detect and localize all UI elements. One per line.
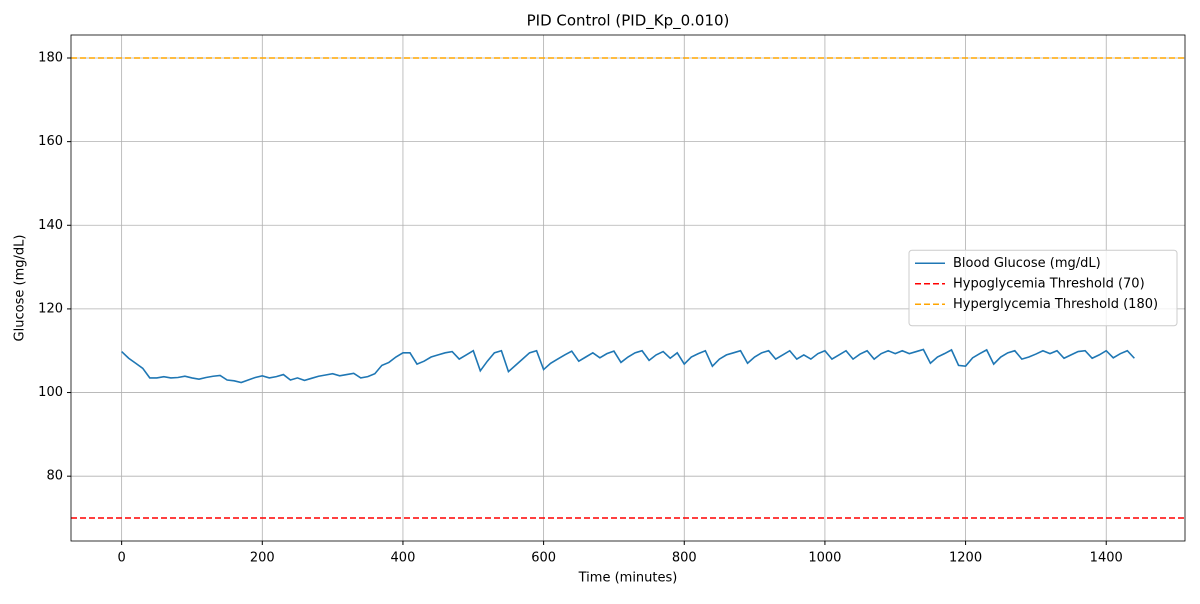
x-tick-label: 1200 [949,551,982,566]
legend-label: Hypoglycemia Threshold (70) [953,276,1145,291]
y-tick-label: 140 [38,218,63,233]
data-line [121,348,1135,384]
chart-title: PID Control (PID_Kp_0.010) [527,12,730,31]
legend-label: Blood Glucose (mg/dL) [953,256,1101,271]
x-tick-label: 1000 [808,551,841,566]
x-tick-label: 1400 [1090,551,1123,566]
y-tick-label: 180 [38,51,63,66]
x-axis-label: Time (minutes) [578,571,678,586]
x-tick-label: 0 [117,551,125,566]
x-tick-label: 600 [531,551,556,566]
y-tick-label: 80 [46,469,63,484]
y-axis-label: Glucose (mg/dL) [13,235,28,342]
y-tick-label: 160 [38,134,63,149]
y-tick-label: 120 [38,301,63,316]
legend-box [908,249,1178,327]
x-tick-label: 400 [391,551,416,566]
x-tick-label: 200 [250,551,275,566]
x-tick-label: 800 [672,551,697,566]
plot-frame [70,34,1186,542]
legend-label: Hyperglycemia Threshold (180) [953,297,1158,312]
y-tick-label: 100 [38,385,63,400]
